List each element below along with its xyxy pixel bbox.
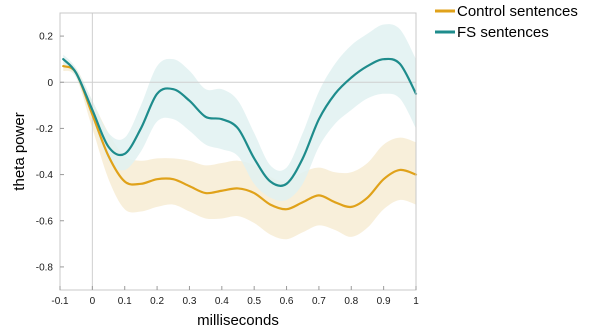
legend-label: Control sentences	[457, 3, 578, 20]
series-band-1	[63, 61, 417, 240]
y-axis-title: theta power	[11, 112, 28, 190]
x-tick-label: 0.5	[247, 296, 261, 307]
x-tick-label: 1	[413, 296, 419, 307]
series-lines	[62, 57, 418, 211]
y-tick-label: 0.2	[39, 32, 53, 43]
confidence-bands	[63, 24, 417, 240]
y-tick-label: 0	[47, 78, 53, 89]
y-tick-label: -0.4	[36, 170, 54, 181]
x-tick-label: 0.8	[344, 296, 358, 307]
x-tick-label: 0.6	[280, 296, 294, 307]
y-tick-label: -0.2	[36, 124, 54, 135]
legend: Control sentences FS sentences	[431, 2, 607, 61]
reference-lines	[60, 13, 416, 290]
series-line-2	[62, 57, 418, 187]
x-tick-label: 0.4	[215, 296, 229, 307]
y-axis-ticks: 0.2 0 -0.2 -0.4 -0.6 -0.8	[36, 32, 64, 273]
legend-box	[431, 2, 607, 61]
x-tick-label: 0.7	[312, 296, 326, 307]
legend-label: FS sentences	[457, 24, 549, 41]
y-tick-label: -0.6	[36, 216, 54, 227]
plot-frame	[59, 12, 417, 291]
series-band-2	[63, 24, 417, 202]
series-line-1	[62, 64, 418, 211]
x-axis-title: milliseconds	[197, 312, 279, 329]
x-tick-label: -0.1	[51, 296, 69, 307]
x-tick-label: 0.1	[118, 296, 132, 307]
y-tick-label: -0.8	[36, 262, 54, 273]
x-tick-label: 0.3	[183, 296, 197, 307]
x-tick-label: 0.2	[150, 296, 164, 307]
x-tick-label: 0	[90, 296, 96, 307]
x-axis-ticks: -0.1 0 0.1 0.2 0.3 0.4 0.5 0.6 0.7 0.8 0.9 1	[51, 286, 419, 307]
x-tick-label: 0.9	[377, 296, 391, 307]
